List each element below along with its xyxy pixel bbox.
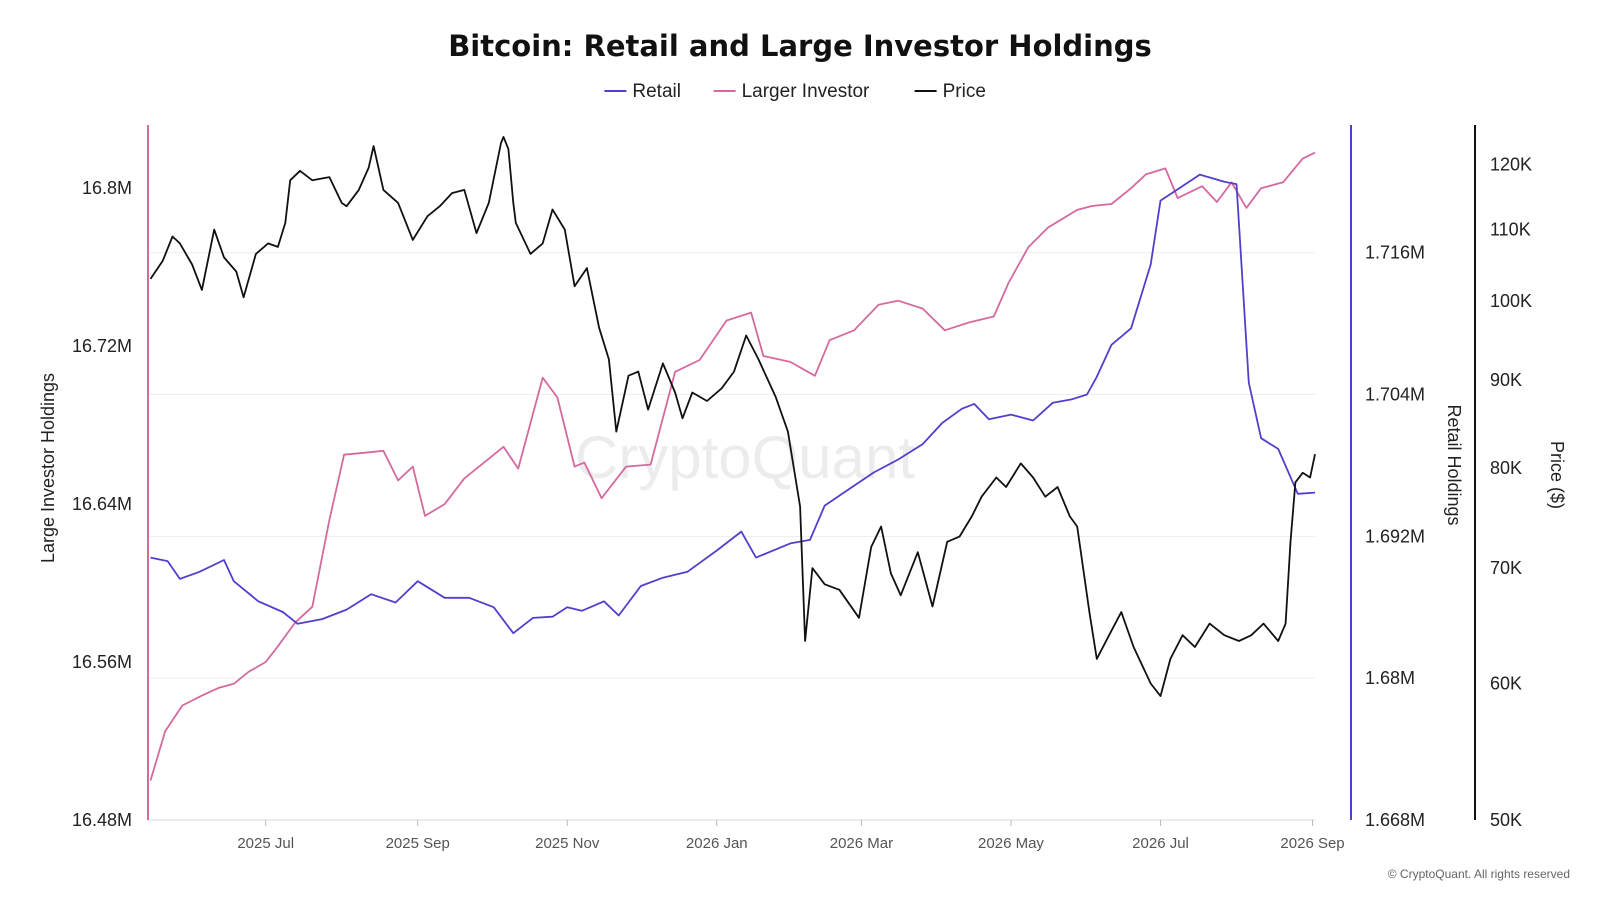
series-line-price bbox=[149, 136, 1316, 697]
left-tick-label: 16.56M bbox=[72, 652, 132, 672]
chart-title: Bitcoin: Retail and Large Investor Holdi… bbox=[448, 29, 1152, 63]
price-tick-label: 60K bbox=[1490, 673, 1522, 693]
left-tick-label: 16.8M bbox=[82, 178, 132, 198]
x-tick-label: 2026 Mar bbox=[830, 835, 893, 852]
legend-label-larger-investor: Larger Investor bbox=[742, 81, 870, 102]
tick-labels: 16.48M 16.56M 16.64M 16.72M 16.8M 1.668M 1.68M… bbox=[72, 154, 1532, 852]
x-tick-label: 2025 Jul bbox=[237, 835, 294, 852]
x-tick-label: 2026 May bbox=[978, 835, 1044, 852]
x-tick-label: 2026 Jul bbox=[1132, 835, 1189, 852]
x-tick-label: 2025 Sep bbox=[386, 835, 450, 852]
retail-tick-label: 1.704M bbox=[1365, 384, 1425, 404]
retail-tick-label: 1.716M bbox=[1365, 243, 1425, 263]
retail-axis-title: Retail Holdings bbox=[1444, 404, 1464, 525]
watermark: CryptoQuant bbox=[575, 424, 915, 491]
x-tick-label: 2025 Nov bbox=[535, 835, 600, 852]
price-tick-label: 90K bbox=[1490, 370, 1522, 390]
price-tick-label: 70K bbox=[1490, 558, 1522, 578]
price-tick-label: 120K bbox=[1490, 154, 1532, 174]
price-tick-label: 100K bbox=[1490, 291, 1532, 311]
left-axis-title: Large Investor Holdings bbox=[38, 373, 58, 563]
series-line-retail bbox=[150, 173, 1316, 635]
legend: Retail Larger Investor Price bbox=[604, 81, 986, 102]
retail-tick-label: 1.692M bbox=[1365, 526, 1425, 546]
left-tick-label: 16.72M bbox=[72, 336, 132, 356]
legend-label-price: Price bbox=[943, 81, 986, 102]
left-tick-label: 16.64M bbox=[72, 494, 132, 514]
price-axis-title: Price ($) bbox=[1547, 441, 1567, 509]
axes bbox=[147, 125, 1476, 826]
left-tick-label: 16.48M bbox=[72, 810, 132, 830]
retail-tick-label: 1.68M bbox=[1365, 668, 1415, 688]
retail-tick-label: 1.668M bbox=[1365, 810, 1425, 830]
grid-lines bbox=[148, 252, 1315, 821]
price-tick-label: 50K bbox=[1490, 810, 1522, 830]
series-line-larger-investor bbox=[149, 151, 1316, 781]
price-tick-label: 110K bbox=[1490, 220, 1531, 240]
legend-label-retail: Retail bbox=[632, 81, 681, 102]
copyright-footer: © CryptoQuant. All rights reserved bbox=[1388, 867, 1570, 881]
x-tick-label: 2026 Sep bbox=[1280, 835, 1344, 852]
x-tick-label: 2026 Jan bbox=[686, 835, 748, 852]
price-tick-label: 80K bbox=[1490, 458, 1522, 478]
series-layer bbox=[149, 136, 1316, 781]
